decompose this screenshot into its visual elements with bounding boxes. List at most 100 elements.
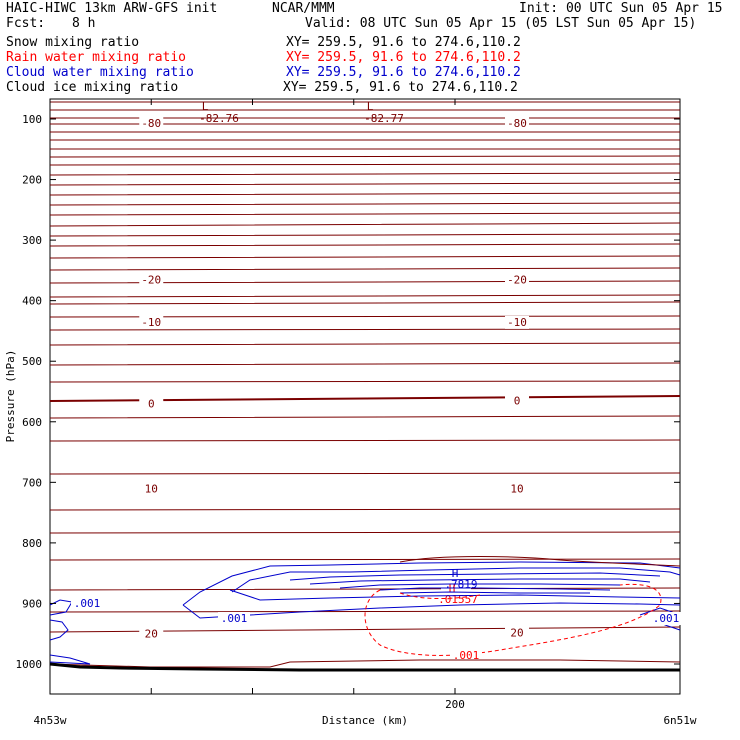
isotherm-label-bg (505, 273, 529, 287)
field-cloudwater-xy: XY= 259.5, 91.6 to 274.6,110.2 (286, 65, 521, 80)
isotherm-line (49, 182, 681, 186)
isotherm-line (49, 280, 681, 284)
y-tick-label: 800 (22, 537, 42, 550)
valid-time: Valid: 08 UTC Sun 05 Apr 15 (05 LST Sun … (305, 16, 697, 31)
isotherm-label-bg (505, 482, 529, 496)
isotherm-line (49, 587, 681, 591)
cloud-water-label: .001 (74, 597, 101, 610)
terrain-line (49, 662, 680, 672)
isotherm-line (49, 255, 681, 259)
isotherm-label-bg (505, 626, 529, 640)
isotherm-line (49, 155, 681, 158)
extremum-value: .01557 (438, 593, 478, 606)
cloud-water-contour (379, 587, 611, 591)
isotherm-line (49, 626, 681, 633)
y-tick-label: 1000 (16, 658, 43, 671)
extremum-value: -82.76 (199, 112, 239, 125)
rain-water-label: .001 (453, 649, 480, 662)
y-tick-label: 300 (22, 234, 42, 247)
isotherm-line (49, 202, 681, 206)
y-tick-label: 900 (22, 597, 42, 610)
isotherm-line (49, 243, 681, 247)
field-cloudwater-name: Cloud water mixing ratio (6, 65, 194, 80)
isotherm-label-bg (139, 397, 164, 411)
field-snow-xy: XY= 259.5, 91.6 to 274.6,110.2 (286, 35, 521, 50)
isotherm-line (49, 233, 681, 237)
org-label: NCAR/MMM (272, 1, 335, 16)
isotherm-label: -20 (507, 273, 527, 286)
isotherm-line (49, 362, 681, 366)
isotherm-label: 10 (145, 482, 158, 495)
isotherm-label-bg (139, 627, 164, 641)
forecast-hours: 8 h (72, 16, 96, 31)
init-time: Init: 00 UTC Sun 05 Apr 15 (519, 1, 723, 16)
isotherm-line (49, 380, 681, 383)
y-tick-label: 200 (22, 174, 42, 187)
y-tick-label: 600 (22, 416, 42, 429)
rain-water-contour (399, 592, 481, 599)
rain-water-label-bg (450, 647, 482, 660)
isotherm-line (49, 212, 681, 216)
cloud-water-contour (231, 567, 681, 593)
isotherm-line (49, 267, 681, 271)
y-tick-label: 500 (22, 355, 42, 368)
isotherm-line (49, 222, 681, 227)
cloud-water-contour (49, 654, 91, 665)
extremum-value: -82.77 (364, 112, 404, 125)
isotherm-line (49, 610, 681, 613)
y-tick-label: 100 (22, 113, 42, 126)
isotherm-label-bg (505, 117, 529, 131)
cloud-water-contour (309, 578, 651, 585)
forecast-label: Fcst: (6, 16, 46, 31)
isotherm-line (49, 508, 681, 511)
cloud-water-label: .001 (221, 612, 248, 625)
extremum-marker: H (452, 567, 459, 580)
cloud-water-contour (339, 583, 621, 589)
cloud-water-contour (289, 572, 661, 581)
isotherm-line (49, 342, 681, 346)
isotherm-label: 10 (510, 482, 523, 495)
isotherm-label: 0 (148, 398, 155, 411)
rain-water-contour (364, 583, 662, 656)
cloud-water-contour (229, 589, 681, 601)
y-tick-label: 400 (22, 295, 42, 308)
isotherm-line (49, 328, 681, 331)
isotherm-label-bg (505, 315, 529, 329)
isotherm-line (49, 315, 681, 318)
isotherm-label-bg (139, 273, 164, 287)
cloud-water-label: .001 (653, 612, 680, 625)
cloud-water-contour (49, 619, 69, 641)
isotherm-zero-line (49, 395, 681, 402)
isotherm-label-bg (139, 482, 164, 496)
isotherm-label: -10 (141, 316, 161, 329)
isotherm-label-bg (139, 315, 164, 329)
isotherm-label: -10 (507, 316, 527, 329)
isotherm-line (49, 172, 681, 176)
extremum-marker: L (202, 100, 209, 113)
isotherm-line (49, 472, 681, 475)
isotherm-line (49, 192, 681, 196)
field-cloudice-xy: XY= 259.5, 91.6 to 274.6,110.2 (283, 80, 518, 95)
cloud-water-label-bg (71, 597, 103, 610)
isotherm-label: 0 (514, 395, 521, 408)
isotherm-label-bg (505, 394, 529, 408)
isotherm-line (49, 163, 681, 166)
cloud-water-contour (182, 602, 681, 619)
isotherm-label: -20 (141, 273, 161, 286)
isotherm-line (49, 301, 681, 305)
chart-title: HAIC-HIWC 13km ARW-GFS init (6, 1, 218, 16)
isotherm-label: -80 (507, 117, 527, 130)
isotherm-label-bg (139, 117, 164, 131)
x-left-endpoint-label: 4n53w (33, 714, 66, 727)
field-rain-xy: XY= 259.5, 91.6 to 274.6,110.2 (286, 50, 521, 65)
x-axis-label: Distance (km) (322, 714, 408, 727)
field-snow-name: Snow mixing ratio (6, 35, 140, 50)
field-cloudice-name: Cloud ice mixing ratio (6, 80, 179, 95)
isotherm-label: -80 (141, 117, 161, 130)
cloud-water-label-bg (218, 612, 250, 625)
extremum-marker: L (367, 100, 374, 113)
isotherm-label: 20 (510, 627, 523, 640)
isotherm-line (49, 294, 681, 298)
isotherm-line (49, 659, 681, 668)
